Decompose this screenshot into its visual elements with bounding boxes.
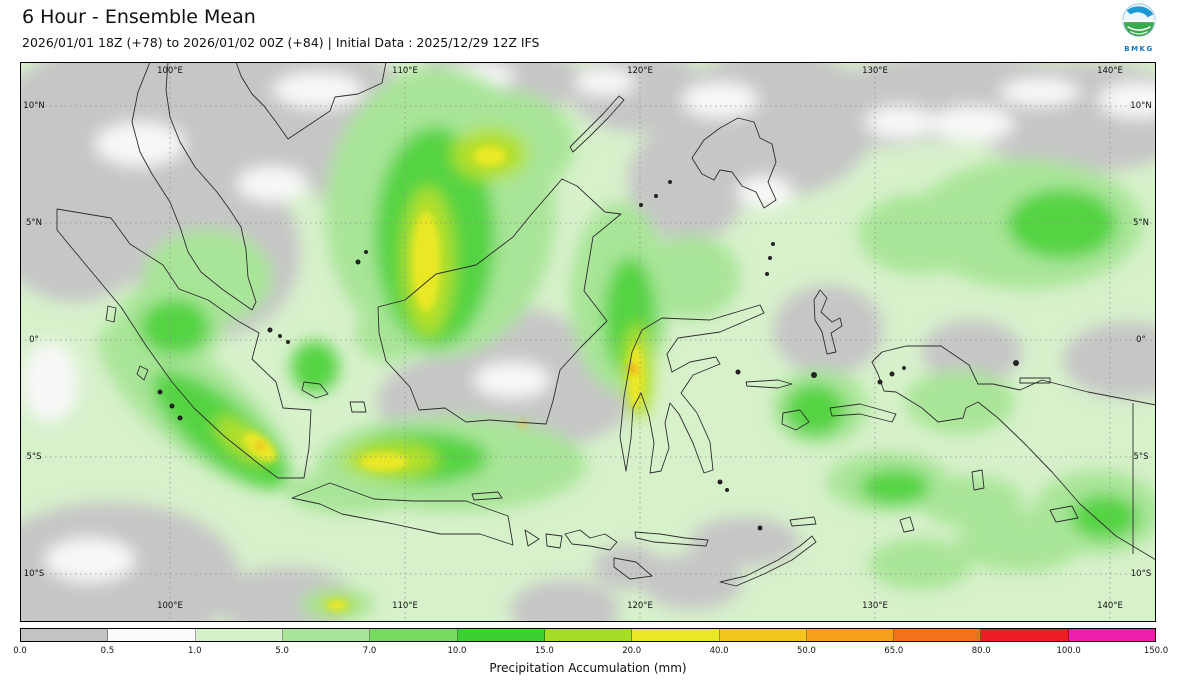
colorbar-tick-label: 40.0 [709,646,729,656]
lon-tick-top: 120°E [627,66,653,76]
lon-tick-bottom: 110°E [392,601,418,611]
colorbar-segment [981,629,1069,641]
palawan-outline [569,95,625,153]
lat-tick-right: 10°S [1130,569,1152,579]
lon-tick-bottom: 140°E [1097,601,1123,611]
sula-outline [745,379,793,389]
lon-tick-top: 100°E [157,66,183,76]
sulawesi-outline [619,304,765,474]
indochina-outline [235,61,387,140]
colorbar-tick-label: 20.0 [622,646,642,656]
colorbar-tick-label: 10.0 [447,646,467,656]
sumba-outline [613,557,653,580]
bangka-outline [301,381,329,399]
colorbar-tick-label: 7.0 [362,646,377,656]
lombok-outline [545,533,563,549]
lat-tick-left: 0° [29,335,39,345]
colorbar-segment [195,629,283,641]
lat-tick-right: 5°N [1132,218,1150,228]
bmkg-logo: BMKG [1114,2,1164,53]
colorbar-caption: Precipitation Accumulation (mm) [489,661,687,675]
sumbawa-outline [564,529,618,551]
colorbar-segment [1068,629,1156,641]
colorbar-segment [544,629,633,641]
yapen-outline [1019,377,1051,384]
aru-outline [971,469,985,491]
halmahera-outline [813,289,843,355]
small-islands [157,180,1019,531]
colorbar-segment [370,629,458,641]
colorbar-segment [108,629,196,641]
lon-tick-top: 110°E [392,66,418,76]
lat-tick-left: 10°S [23,569,45,579]
lat-tick-left: 10°N [23,101,45,111]
colorbar-tick-label: 65.0 [884,646,904,656]
wetar-outline [789,516,817,527]
map-frame [20,62,1156,622]
mindanao-outline [691,117,777,209]
coastlines [56,61,1157,587]
graticule [20,62,1156,622]
colorbar-segment [806,629,895,641]
sumatra-outline [56,208,312,479]
kai-tanimbar-outline [899,516,915,533]
page-subtitle: 2026/01/01 18Z (+78) to 2026/01/02 00Z (… [22,35,540,50]
lat-tick-right: 5°S [1133,452,1149,462]
borneo-outline [377,178,622,425]
page-title: 6 Hour - Ensemble Mean [22,6,256,28]
lon-tick-top: 130°E [862,66,888,76]
seram-outline [829,403,897,423]
lat-tick-right: 0° [1136,335,1146,345]
lon-tick-bottom: 100°E [157,601,183,611]
dolak-outline [1049,505,1079,523]
precip-intense-cores [243,146,644,610]
nias-outline [105,305,117,323]
colorbar-tick-label: 50.0 [796,646,816,656]
colorbar [20,628,1156,642]
colorbar-tick-label: 5.0 [275,646,289,656]
lon-tick-top: 140°E [1097,66,1123,76]
buru-outline [781,409,810,431]
colorbar-segment [21,629,109,641]
bmkg-logo-text: BMKG [1124,45,1154,53]
colorbar-segment [894,629,982,641]
madura-outline [471,491,503,501]
colorbar-tick-label: 80.0 [971,646,991,656]
siberut-outline [136,365,149,381]
timor-outline [719,535,817,587]
map-canvas [0,32,1191,652]
colorbar-tick-label: 15.0 [534,646,554,656]
colorbar-tick-label: 100.0 [1056,646,1081,656]
bali-outline [524,529,540,547]
java-outline [291,482,514,546]
lon-tick-bottom: 120°E [627,601,653,611]
lat-tick-right: 10°N [1130,101,1152,111]
colorbar-segment [719,629,807,641]
colorbar-tick-label: 0.0 [13,646,27,656]
lon-tick-bottom: 130°E [862,601,888,611]
lat-tick-left: 5°S [26,452,42,462]
bmkg-globe-icon [1122,3,1156,37]
lat-tick-left: 5°N [25,218,43,228]
malay-peninsula-outline [131,61,257,311]
colorbar-segment [457,629,545,641]
belitung-outline [349,401,367,413]
colorbar-segment [632,629,720,641]
colorbar-segment [282,629,371,641]
colorbar-tick-label: 150.0 [1143,646,1169,656]
flores-outline [634,531,709,547]
colorbar-tick-label: 1.0 [188,646,202,656]
precipitation-map [0,32,1191,652]
colorbar-tick-label: 0.5 [100,646,115,656]
